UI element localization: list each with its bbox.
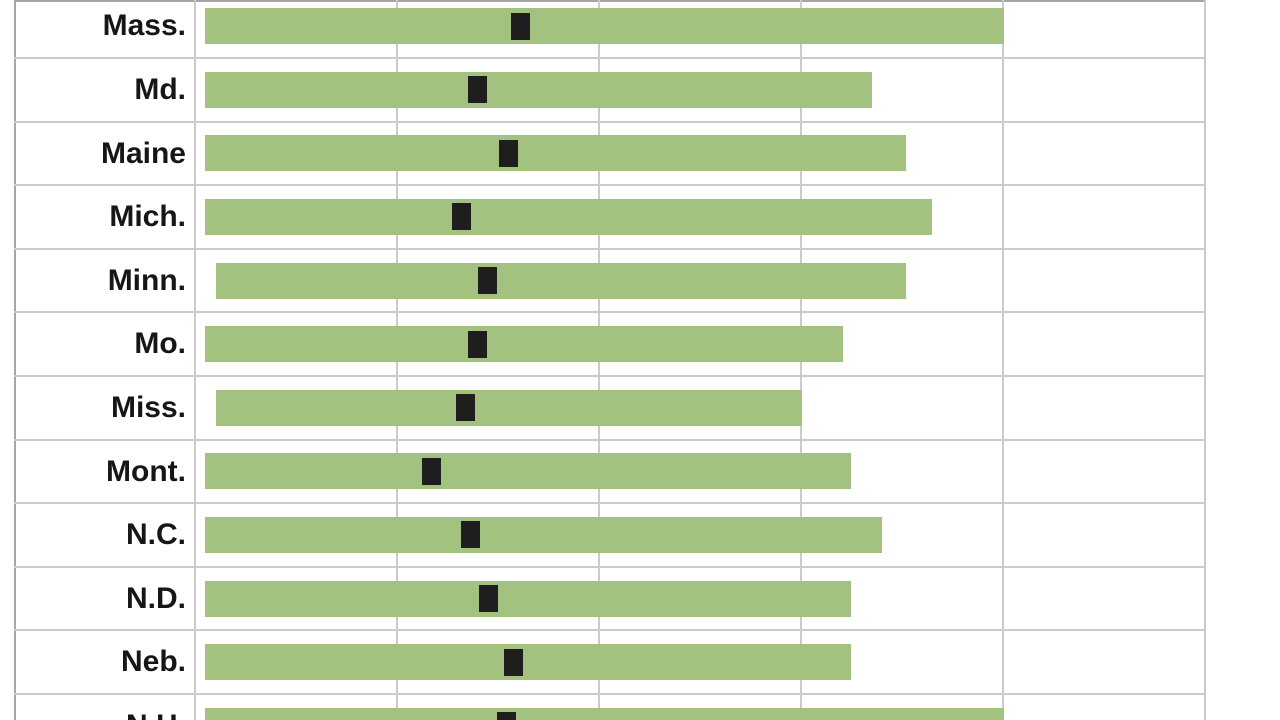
chart-left-border (14, 0, 16, 720)
chart-row: N.H. (0, 694, 1280, 720)
gridline-vertical (1204, 0, 1206, 720)
gridline-vertical (1002, 0, 1004, 720)
row-label: Mass. (102, 9, 186, 43)
range-bar (205, 453, 852, 490)
value-marker (510, 12, 530, 40)
value-marker (479, 585, 499, 613)
chart-row: Mass. (0, 0, 1280, 59)
range-bar (205, 135, 907, 172)
range-bar (205, 8, 1004, 45)
value-marker (503, 648, 523, 676)
row-label: Neb. (120, 645, 186, 679)
value-marker (496, 712, 516, 720)
chart-row: Maine (0, 122, 1280, 187)
chart-top-border (14, 0, 1206, 2)
row-separator (14, 502, 1206, 505)
chart-row: N.D. (0, 567, 1280, 632)
chart-row: Mont. (0, 440, 1280, 505)
chart-row: Md. (0, 58, 1280, 123)
value-marker (421, 457, 441, 485)
row-separator (14, 692, 1206, 695)
row-separator (14, 565, 1206, 568)
range-bar (205, 71, 872, 108)
row-separator (14, 120, 1206, 123)
row-separator (14, 438, 1206, 441)
row-label: Mont. (106, 454, 186, 488)
range-bar (205, 516, 882, 553)
value-marker (452, 203, 472, 231)
chart-row: Minn. (0, 249, 1280, 314)
range-bar (205, 326, 844, 363)
value-marker (498, 139, 518, 167)
row-label: Miss. (110, 391, 186, 424)
row-label: N.C. (126, 518, 186, 552)
range-bar (216, 262, 907, 299)
row-separator (14, 629, 1206, 632)
row-label: N.D. (126, 581, 186, 615)
range-bar (216, 389, 802, 426)
row-separator (14, 247, 1206, 250)
row-label: N.H. (14, 694, 186, 720)
row-label: Mich. (109, 200, 186, 234)
row-separator (14, 311, 1206, 314)
row-label: Mo. (134, 327, 186, 361)
value-marker (461, 521, 481, 549)
row-separator (14, 374, 1206, 377)
value-marker (468, 330, 488, 358)
range-bar (205, 644, 852, 681)
value-marker (456, 394, 476, 422)
row-label: Md. (134, 73, 186, 106)
range-bar (205, 707, 1004, 720)
gridline-vertical (194, 0, 196, 720)
value-marker (478, 267, 498, 295)
row-separator (14, 184, 1206, 187)
row-label: Maine (100, 136, 186, 170)
range-bar (205, 580, 852, 617)
range-bar (205, 198, 933, 235)
row-separator (14, 57, 1206, 59)
value-marker (468, 76, 488, 104)
chart-row: N.C. (0, 503, 1280, 568)
chart-row: Miss. (0, 376, 1280, 441)
chart-row: Mo. (0, 312, 1280, 377)
chart-row: Neb. (0, 630, 1280, 695)
chart-row: Mich. (0, 185, 1280, 250)
row-label: Minn. (107, 263, 186, 297)
